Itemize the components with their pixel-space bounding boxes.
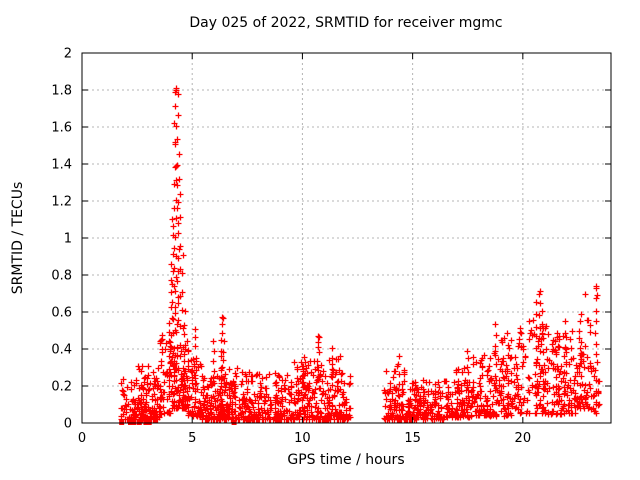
x-tick-label: 5 xyxy=(188,431,196,446)
y-tick-label: 1.6 xyxy=(51,121,72,136)
y-tick-label: 0.4 xyxy=(51,343,72,358)
plot-frame xyxy=(81,52,612,424)
data-points xyxy=(118,85,603,425)
y-tick-label: 0.6 xyxy=(51,306,72,321)
x-tick-label: 0 xyxy=(78,431,86,446)
y-tick-label: 1 xyxy=(64,232,72,247)
tick-labels: 00.20.40.60.811.21.41.61.820 5 10 15 20 xyxy=(51,47,531,447)
y-tick-label: 1.4 xyxy=(51,158,72,173)
x-tick-label: 15 xyxy=(404,431,421,446)
y-tick-label: 0 xyxy=(64,417,72,432)
plot-title: Day 025 of 2022, SRMTID for receiver mgm… xyxy=(189,15,502,31)
y-axis-label: SRMTID / TECUs xyxy=(10,182,26,295)
y-tick-label: 1.8 xyxy=(51,84,72,99)
y-tick-label: 0.2 xyxy=(51,380,72,395)
y-tick-label: 0.8 xyxy=(51,269,72,284)
x-tick-label: 20 xyxy=(515,431,532,446)
y-tick-label: 1.2 xyxy=(51,195,72,210)
x-tick-label: 10 xyxy=(294,431,311,446)
scatter-plus-markers xyxy=(118,85,603,423)
x-axis-label: GPS time / hours xyxy=(287,452,404,468)
y-tick-label: 2 xyxy=(64,47,72,62)
